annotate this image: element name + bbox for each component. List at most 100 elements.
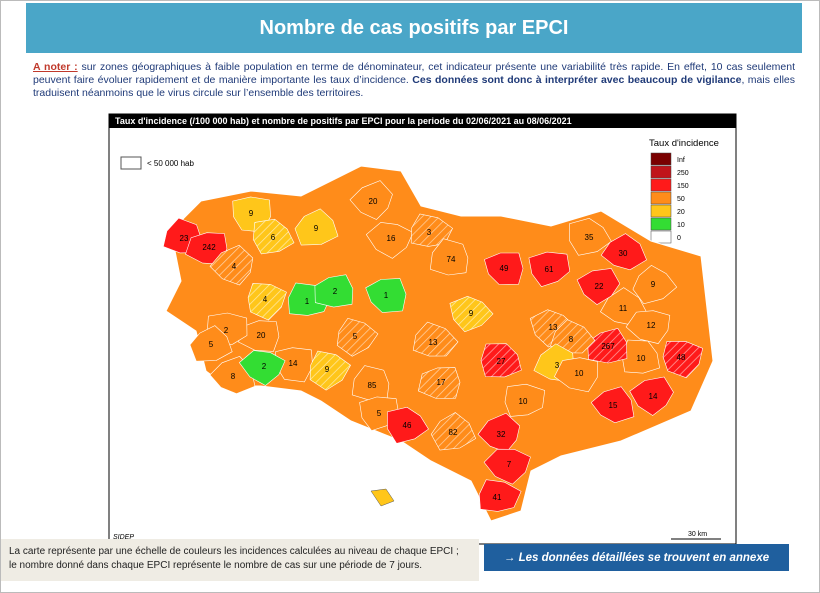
epci-count: 9 [651,280,656,289]
epci-count: 2 [224,326,229,335]
epci-count: 74 [447,255,456,264]
epci-count: 49 [500,264,509,273]
footer-line: le nombre donné dans chaque EPCI représe… [9,560,423,571]
epci-count: 85 [368,381,377,390]
epci-hatch [411,214,453,247]
epci-count: 32 [497,430,506,439]
scale-label: 30 km [688,531,707,538]
epci-count: 61 [545,265,554,274]
hatch-swatch [120,156,142,170]
legend-label: 150 [677,183,689,190]
legend-label: 10 [677,222,685,229]
legend-label: 0 [677,235,681,242]
epci-region [294,208,339,246]
legend-swatch [650,217,672,231]
epci-count: 9 [469,309,474,318]
epci-region [483,448,531,485]
epci-region [590,386,635,424]
epci-region [600,233,647,271]
epci-region [349,180,393,220]
epci-region [625,310,671,344]
epci-count: 12 [647,321,656,330]
epci-region [365,278,407,313]
epci-count: 7 [507,460,512,469]
source: SIDEP [113,534,134,541]
epci-hatch [449,296,493,332]
epci-region [569,217,612,256]
epci-hatch [418,367,460,399]
epci-region [387,406,429,444]
legend-label: 250 [677,170,689,177]
epci-count: 1 [384,291,389,300]
epci-hatch [550,319,595,353]
epci-hatch [587,328,627,363]
epci-hatch [310,351,351,391]
epci-count: 5 [377,409,382,418]
epci-count: 2 [333,287,338,296]
epci-region [484,252,524,285]
epci-count: 8 [231,372,236,381]
header-title: Nombre de cas positifs par EPCI [26,3,802,53]
epci-count: 1 [305,297,310,306]
note-text: sur zones géographiques à faible populat… [33,61,796,86]
epci-region [632,265,678,305]
epci-count: 16 [387,234,396,243]
epci-count: 46 [403,421,412,430]
epci-count: 9 [325,365,330,374]
epci-count: 267 [601,342,615,351]
epci-region [351,365,390,401]
epci-count: 20 [257,331,266,340]
epci-region [365,222,414,259]
epci-count: 22 [595,282,604,291]
epci-region [554,357,599,393]
epci-hatch [481,343,522,377]
epci-hatch [248,283,287,321]
epci-count: 41 [493,493,502,502]
epci-count: 48 [677,353,686,362]
epci-region [477,412,521,453]
annex-link[interactable]: → Les données détaillées se trouvent en … [484,544,789,571]
note-bold: Ces données sont donc à interpréter avec… [412,74,742,86]
epci-region [629,376,674,416]
epci-count: 3 [427,228,432,237]
hatch-swatch [120,156,142,170]
epci-hatch [663,341,703,378]
epci-count: 4 [232,262,237,271]
epci-count: 23 [180,234,189,243]
note-text: , mais elles traduisent néanmoins que le… [33,74,795,99]
epci-count: 30 [619,249,628,258]
legend-swatch [650,152,672,166]
legend-label: Inf [677,157,685,164]
legend-swatch [650,204,672,218]
epci-hatch [337,318,378,357]
legend-swatch [650,178,672,192]
epci-count: 15 [609,401,618,410]
epci-count: 10 [575,369,584,378]
footer-line: La carte représente par une échelle de c… [9,546,459,557]
epci-count: 20 [369,197,378,206]
epci-hatch [253,219,294,254]
epci-count: 8 [569,335,574,344]
epci-count: 2 [262,362,267,371]
epci-region [504,383,546,417]
epci-count: 242 [202,243,216,252]
epci-count: 82 [449,428,458,437]
epci-count: 27 [497,357,506,366]
footer-note: La carte représente par une échelle de c… [1,539,479,581]
epci-count: 6 [271,233,276,242]
hatch-label: < 50 000 hab [147,159,194,168]
epci-region [314,274,354,308]
epci-hatch [413,322,458,357]
epci-count: 35 [585,233,594,242]
epci-region [478,479,522,512]
note-lead: A noter : [33,61,78,73]
map-title: Taux d'incidence (/100 000 hab) et nombr… [115,116,572,126]
legend-swatch [650,165,672,179]
epci-region [528,251,571,287]
epci-count: 9 [314,224,319,233]
epci-region [429,238,469,276]
legend-label: 50 [677,196,685,203]
epci-count: 3 [555,361,560,370]
epci-count: 17 [437,378,446,387]
